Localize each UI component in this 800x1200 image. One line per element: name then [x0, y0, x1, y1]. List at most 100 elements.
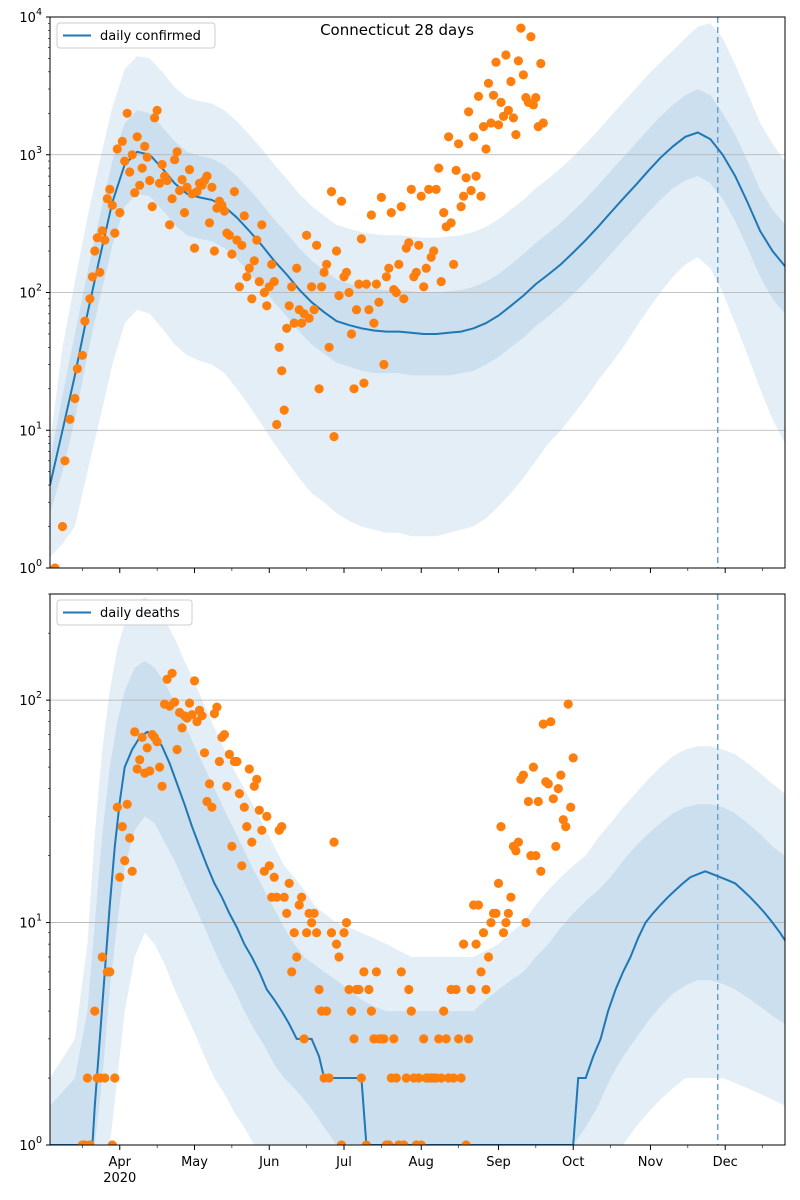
confirmed-data-point — [234, 282, 244, 292]
confirmed-data-point — [488, 90, 499, 100]
deaths-data-point — [406, 1006, 416, 1016]
deaths-data-point — [341, 918, 352, 928]
x-tick-label: Jun — [258, 1155, 279, 1170]
confirmed-data-point — [411, 267, 421, 277]
deaths-data-point — [105, 967, 115, 977]
deaths-data-point — [112, 802, 122, 812]
confirmed-data-point — [170, 155, 180, 165]
deaths-data-point — [232, 756, 242, 767]
deaths-data-point — [349, 1034, 359, 1044]
deaths-data-point — [167, 668, 177, 678]
confirmed-data-point — [322, 259, 332, 269]
deaths-data-point — [434, 1034, 444, 1044]
deaths-data-point — [299, 1034, 309, 1044]
confirmed-data-point — [147, 202, 157, 212]
confirmed-data-point — [95, 267, 105, 277]
confirmed-scatter-points — [50, 23, 548, 568]
confirmed-data-point — [289, 318, 299, 328]
confirmed-data-point — [461, 173, 471, 183]
confirmed-data-point — [130, 188, 140, 198]
x-tick-label: Jul — [335, 1155, 352, 1170]
deaths-data-point — [419, 1034, 429, 1044]
confirmed-data-point — [284, 301, 294, 311]
confirmed-y-tick-label: 100 — [19, 558, 42, 577]
confirmed-data-point — [224, 230, 234, 240]
confirmed-data-point — [528, 100, 539, 110]
confirmed-chart-panel: 100 101 102 103 104 Connecticut 28 days dail… — [19, 7, 786, 577]
confirmed-data-point — [204, 218, 215, 228]
confirmed-data-point — [394, 259, 404, 269]
deaths-data-point — [189, 676, 200, 686]
confirmed-data-point — [277, 366, 287, 376]
deaths-data-point — [336, 1140, 347, 1145]
deaths-x-axis: Apr May Jun Jul Aug Sep Oct Nov Dec 2020 — [82, 1145, 763, 1186]
deaths-data-point — [551, 841, 561, 852]
confirmed-y-tick-label: 101 — [19, 420, 42, 439]
deaths-data-point — [302, 928, 312, 938]
confirmed-y-axis: 100 101 102 103 104 — [19, 7, 50, 577]
confirmed-data-point — [391, 287, 401, 298]
confirmed-data-point — [334, 291, 344, 301]
confirmed-data-point — [249, 256, 259, 266]
confirmed-data-point — [60, 456, 70, 466]
deaths-data-point — [366, 1006, 376, 1016]
deaths-data-point — [466, 984, 476, 995]
confirmed-legend-box — [56, 22, 216, 49]
deaths-data-point — [125, 833, 135, 843]
deaths-data-point — [90, 1006, 100, 1016]
confirmed-data-point — [105, 184, 115, 194]
deaths-data-point — [553, 784, 563, 794]
confirmed-data-point — [252, 235, 262, 245]
confirmed-data-point — [152, 105, 162, 115]
confirmed-data-point — [242, 272, 252, 282]
confirmed-data-point — [501, 50, 511, 60]
deaths-data-point — [97, 952, 107, 962]
deaths-y-tick-label: 102 — [19, 690, 42, 709]
confirmed-data-point — [117, 136, 127, 146]
confirmed-data-point — [177, 175, 187, 185]
confirmed-data-point — [317, 282, 327, 292]
confirmed-data-point — [454, 139, 464, 149]
deaths-data-point — [326, 928, 337, 938]
deaths-y-axis: 100 101 102 — [19, 593, 50, 1154]
x-tick-label: Dec — [713, 1155, 738, 1170]
deaths-data-point — [107, 1140, 117, 1145]
deaths-data-point — [483, 952, 494, 962]
deaths-data-point — [344, 984, 354, 995]
deaths-data-point — [536, 866, 546, 876]
confirmed-data-point — [431, 184, 441, 194]
confirmed-data-point — [92, 233, 102, 243]
confirmed-data-point — [107, 200, 117, 210]
confirmed-data-point — [478, 122, 489, 132]
deaths-data-point — [219, 730, 229, 740]
confirmed-data-point — [165, 220, 175, 230]
deaths-data-point — [459, 939, 469, 949]
confirmed-band-outer — [50, 23, 785, 558]
confirmed-data-point — [399, 294, 409, 304]
deaths-data-point — [177, 723, 187, 733]
deaths-data-point — [543, 779, 553, 789]
confirmed-data-point — [344, 287, 354, 298]
deaths-data-point — [506, 892, 516, 902]
confirmed-data-point — [312, 240, 322, 250]
deaths-data-point — [85, 1140, 95, 1145]
deaths-data-point — [379, 1034, 389, 1044]
deaths-data-point — [359, 967, 369, 977]
x-tick-label: Sep — [486, 1155, 511, 1170]
deaths-scatter-points — [77, 668, 578, 1145]
deaths-data-point — [197, 711, 207, 721]
confirmed-data-point — [209, 246, 219, 256]
deaths-data-point — [135, 755, 145, 765]
deaths-data-point — [401, 1073, 411, 1083]
deaths-data-point — [172, 744, 182, 755]
deaths-data-point — [441, 1034, 451, 1044]
confirmed-data-point — [272, 419, 282, 430]
deaths-data-point — [224, 749, 234, 760]
deaths-data-point — [523, 796, 534, 807]
confirmed-data-point — [65, 414, 75, 424]
deaths-data-point — [212, 702, 222, 712]
confirmed-data-point — [175, 185, 185, 196]
confirmed-data-point — [379, 359, 389, 370]
deaths-data-point — [142, 743, 152, 753]
confirmed-data-point — [419, 282, 429, 292]
